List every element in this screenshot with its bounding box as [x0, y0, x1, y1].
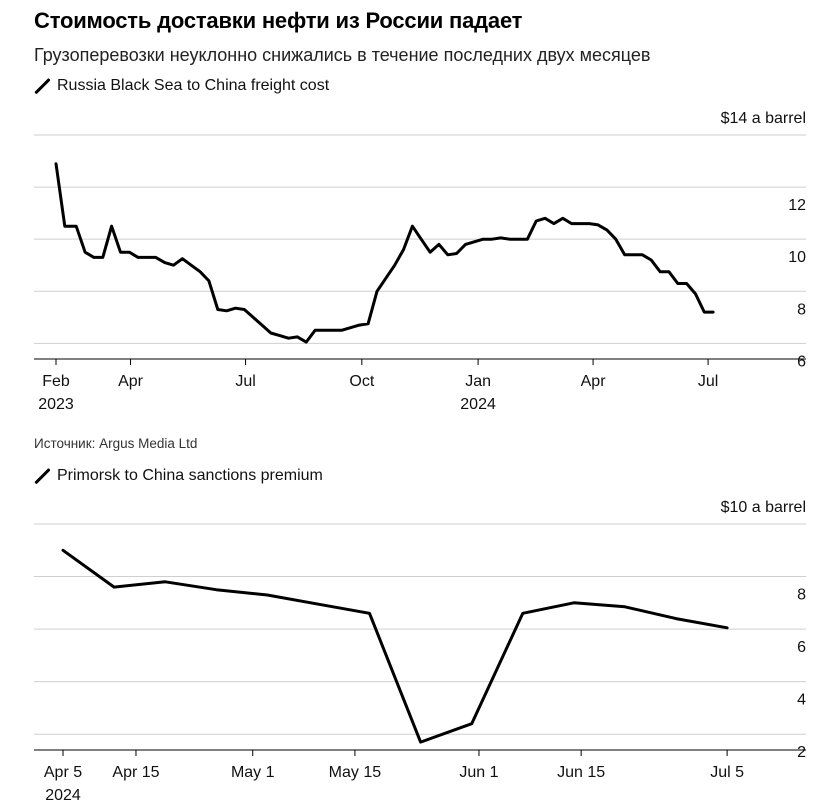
x-tick-label: May 1	[231, 764, 275, 781]
x-tick-label: Jul 5	[710, 764, 744, 781]
series-line	[61, 548, 729, 744]
chart-subtitle: Грузоперевозки неуклонно снижались в теч…	[34, 45, 651, 65]
chart-title: Стоимость доставки нефти из России падае…	[34, 8, 523, 33]
y-tick-label: 6	[797, 639, 806, 656]
x-tick-label: Jul	[235, 373, 255, 390]
x-tick-label: Apr 5	[44, 764, 82, 781]
legend-premium: Primorsk to China sanctions premium	[34, 467, 323, 485]
x-tick-label: Oct	[349, 373, 374, 390]
y-tick-label: 8	[797, 587, 806, 604]
legend-line-icon	[34, 468, 50, 484]
x-tick-label: Jan	[465, 373, 491, 390]
x-tick-label: Apr	[118, 373, 144, 390]
y-tick-label: 4	[797, 692, 806, 709]
y-tick-label: 12	[788, 197, 806, 214]
x-tick-year-label: 2023	[38, 396, 74, 413]
x-tick-label: Apr	[581, 373, 607, 390]
legend-premium-label: Primorsk to China sanctions premium	[57, 467, 323, 484]
sanctions-premium-chart: $10 a barrel 2 4 6 8 Apr 5 2024 Apr 15 May 1 May …	[34, 499, 806, 804]
y-tick-label: 6	[797, 353, 806, 370]
legend-freight-label: Russia Black Sea to China freight cost	[57, 77, 330, 94]
x-tick-label: Feb	[42, 373, 70, 390]
x-tick-label: Apr 15	[112, 764, 159, 781]
freight-cost-chart: $14 a barrel 6 8 10 12 Feb 2023 Apr Jul Oct Jan 202…	[34, 110, 806, 413]
y-unit-label: $14 a barrel	[721, 110, 806, 127]
x-tick-year-label: 2024	[460, 396, 496, 413]
y-tick-label: 2	[797, 744, 806, 761]
y-tick-label: 8	[797, 301, 806, 318]
series-line	[54, 162, 715, 344]
x-tick-label: Jun 15	[557, 764, 605, 781]
x-tick-label: Jun 1	[459, 764, 498, 781]
x-tick-label: Jul	[698, 373, 718, 390]
source-note: Источник: Argus Media Ltd	[34, 436, 198, 451]
y-tick-label: 10	[788, 249, 806, 266]
legend-line-icon	[34, 78, 50, 94]
legend-freight: Russia Black Sea to China freight cost	[34, 77, 329, 95]
x-tick-label: May 15	[329, 764, 382, 781]
x-tick-year-label: 2024	[45, 787, 81, 804]
y-unit-label: $10 a barrel	[721, 499, 806, 516]
